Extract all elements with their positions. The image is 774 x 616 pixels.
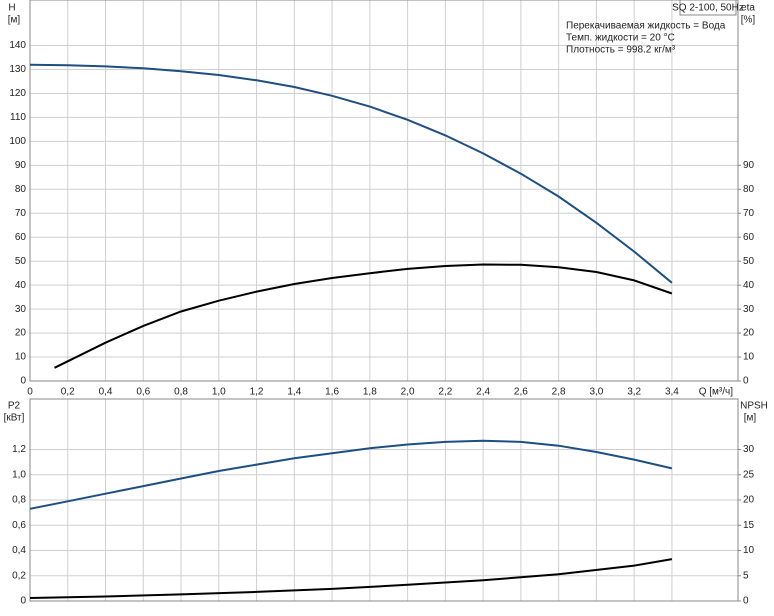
note: Перекачиваемая жидкость = Вода <box>566 21 726 32</box>
y2-tick-label: 60 <box>743 232 755 243</box>
y-tick-label: 60 <box>15 232 27 243</box>
y-tick-label: 140 <box>9 40 26 51</box>
chart-title: SQ 2-100, 50Hz <box>672 3 744 14</box>
x-tick-label: 1,4 <box>287 387 301 398</box>
y2-tick-label: 10 <box>743 352 755 363</box>
y-label: P2 <box>8 401 21 412</box>
y2-tick-label: 15 <box>743 520 755 531</box>
x-tick-label: 2,8 <box>552 387 566 398</box>
y-tick-label: 30 <box>15 304 27 315</box>
y-tick-label: 40 <box>15 280 27 291</box>
y2-tick-label: 5 <box>743 570 749 581</box>
y-tick-label: 0,6 <box>12 520 26 531</box>
y2-unit: [%] <box>741 15 756 26</box>
y-unit: [м] <box>8 15 21 26</box>
y-tick-label: 130 <box>9 64 26 75</box>
y-label: H <box>8 3 15 14</box>
y2-tick-label: 50 <box>743 256 755 267</box>
y2-tick-label: 20 <box>743 328 755 339</box>
x-tick-label: 2,6 <box>514 387 528 398</box>
y-tick-label: 70 <box>15 208 27 219</box>
y-unit: [кВт] <box>4 413 25 424</box>
y-tick-label: 0,2 <box>12 570 26 581</box>
x-tick-label: 0,2 <box>61 387 75 398</box>
y-tick-label: 0,8 <box>12 495 26 506</box>
curve <box>29 558 673 599</box>
y2-tick-label: 80 <box>743 184 755 195</box>
plots: 0 0,2 0,4 0,6 0,8 1,0 1,2 1,4 1,6 1,8 2,0 2,2 2,4 2,6… <box>9 0 755 607</box>
y-tick-label: 20 <box>15 328 27 339</box>
plot-frame <box>29 0 739 382</box>
x-tick-label: 2,4 <box>476 387 490 398</box>
y2-label: eta <box>741 3 755 14</box>
x-tick-label: 1,2 <box>250 387 264 398</box>
y-tick-label: 0 <box>20 376 26 387</box>
y2-tick-label: 0 <box>743 596 749 607</box>
x-tick-label: 1,0 <box>212 387 226 398</box>
y-tick-label: 100 <box>9 136 26 147</box>
y-tick-label: 80 <box>15 184 27 195</box>
curve <box>29 439 673 510</box>
y2-tick-label: 40 <box>743 280 755 291</box>
y2-unit: [м] <box>744 413 757 424</box>
y2-tick-label: 20 <box>743 495 755 506</box>
curve <box>29 63 673 284</box>
plot: 0 0,2 0,4 0,6 0,8 1,0 1,2 1,4 1,6 1,8 2,0 2,2 2,4 2,6… <box>9 0 755 398</box>
y2-tick-label: 30 <box>743 444 755 455</box>
x-tick-label: 3,2 <box>627 387 641 398</box>
x-tick-label: 1,6 <box>325 387 339 398</box>
plot-frame <box>29 398 739 602</box>
y2-tick-label: 70 <box>743 208 755 219</box>
x-tick-label: 3,0 <box>589 387 603 398</box>
y-tick-label: 0 <box>20 596 26 607</box>
y2-tick-label: 10 <box>743 545 755 556</box>
y2-tick-label: 90 <box>743 160 755 171</box>
curve <box>54 263 673 369</box>
y2-tick-label: 25 <box>743 469 755 480</box>
note: Плотность = 998.2 кг/м³ <box>566 45 676 56</box>
x-tick-label: 3,4 <box>665 387 679 398</box>
y2-label: NPSH <box>740 401 768 412</box>
plot: 0 0,2 0,4 0,6 0,8 1,0 1,2 0 5 10 15 20 25 30 <box>12 398 755 607</box>
y-tick-label: 120 <box>9 88 26 99</box>
y-tick-label: 90 <box>15 160 27 171</box>
x-tick-label: 0,6 <box>136 387 150 398</box>
y2-tick-label: 30 <box>743 304 755 315</box>
x-label: Q [м³/ч] <box>699 387 734 398</box>
x-tick-label: 1,8 <box>363 387 377 398</box>
note: Темп. жидкости = 20 °C <box>566 33 675 44</box>
y-tick-label: 1,0 <box>12 469 26 480</box>
x-tick-label: 0 <box>27 387 33 398</box>
y-tick-label: 110 <box>10 112 26 123</box>
title-box <box>679 0 737 16</box>
y2-tick-label: 0 <box>743 376 749 387</box>
y-tick-label: 1,2 <box>12 444 26 455</box>
x-tick-label: 2,2 <box>438 387 452 398</box>
x-tick-label: 0,8 <box>174 387 188 398</box>
y-tick-label: 50 <box>15 256 27 267</box>
x-tick-label: 2,0 <box>401 387 415 398</box>
y-tick-label: 10 <box>15 352 27 363</box>
y-tick-label: 0,4 <box>12 545 26 556</box>
plot-area <box>30 0 738 381</box>
x-tick-label: 0,4 <box>99 387 113 398</box>
